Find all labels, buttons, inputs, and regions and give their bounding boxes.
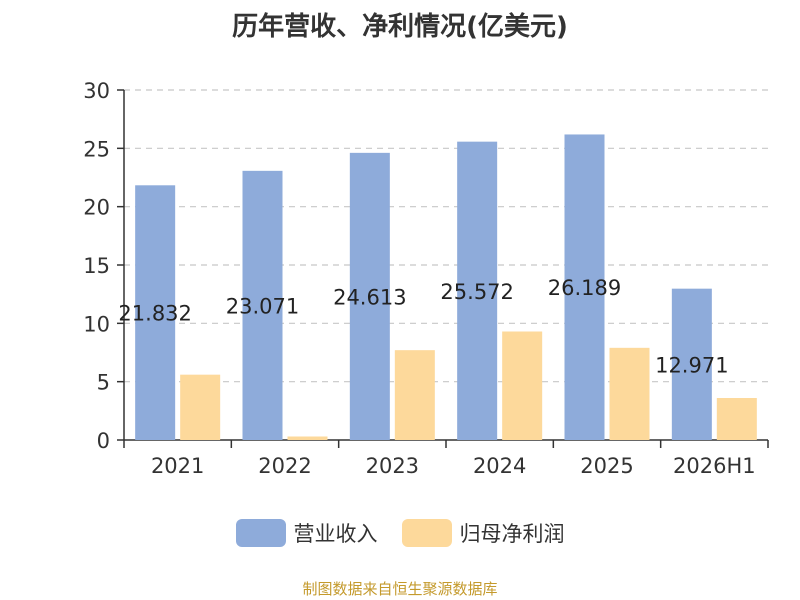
bar-revenue bbox=[242, 170, 283, 441]
data-label-revenue: 26.189 bbox=[548, 276, 621, 300]
x-tick-label: 2026H1 bbox=[673, 454, 756, 478]
x-tick-label: 2023 bbox=[366, 454, 419, 478]
legend-label-revenue: 营业收入 bbox=[293, 522, 378, 546]
bar-revenue bbox=[457, 141, 498, 440]
data-label-revenue: 25.572 bbox=[440, 280, 513, 304]
y-tick-label: 25 bbox=[83, 137, 110, 161]
legend-label-net-profit: 归母净利润 bbox=[459, 522, 565, 546]
bar-net-profit bbox=[502, 331, 543, 440]
bar-net-profit bbox=[394, 350, 435, 440]
x-tick-label: 2022 bbox=[258, 454, 311, 478]
bar-net-profit bbox=[287, 436, 328, 440]
bar-revenue bbox=[349, 152, 390, 440]
data-label-revenue: 12.971 bbox=[655, 353, 728, 377]
data-label-revenue: 23.071 bbox=[226, 294, 299, 318]
x-tick-label: 2021 bbox=[151, 454, 204, 478]
legend: 营业收入 归母净利润 bbox=[0, 518, 800, 548]
bar-chart: 05101520253021.832202123.071202224.61320… bbox=[83, 79, 769, 478]
y-tick-label: 30 bbox=[83, 79, 110, 103]
y-tick-label: 5 bbox=[97, 371, 110, 395]
chart-title: 历年营收、净利情况(亿美元) bbox=[232, 12, 568, 42]
x-tick-label: 2025 bbox=[580, 454, 633, 478]
legend-item-revenue[interactable]: 营业收入 bbox=[235, 518, 378, 548]
y-tick-label: 15 bbox=[83, 254, 110, 278]
bar-revenue bbox=[135, 185, 176, 440]
data-label-revenue: 21.832 bbox=[118, 302, 191, 326]
x-tick-label: 2024 bbox=[473, 454, 526, 478]
legend-swatch-net-profit bbox=[401, 519, 452, 547]
data-label-revenue: 24.613 bbox=[333, 285, 406, 309]
bar-net-profit bbox=[716, 398, 757, 440]
y-tick-label: 0 bbox=[97, 429, 110, 453]
legend-swatch-revenue bbox=[235, 519, 286, 547]
bar-revenue bbox=[564, 134, 605, 440]
bar-revenue bbox=[671, 288, 712, 440]
y-tick-label: 20 bbox=[83, 196, 110, 220]
legend-item-net-profit[interactable]: 归母净利润 bbox=[401, 518, 565, 548]
y-tick-label: 10 bbox=[83, 312, 110, 336]
data-source-note: 制图数据来自恒生聚源数据库 bbox=[302, 580, 498, 598]
bar-net-profit bbox=[609, 347, 650, 440]
bar-net-profit bbox=[180, 374, 221, 440]
